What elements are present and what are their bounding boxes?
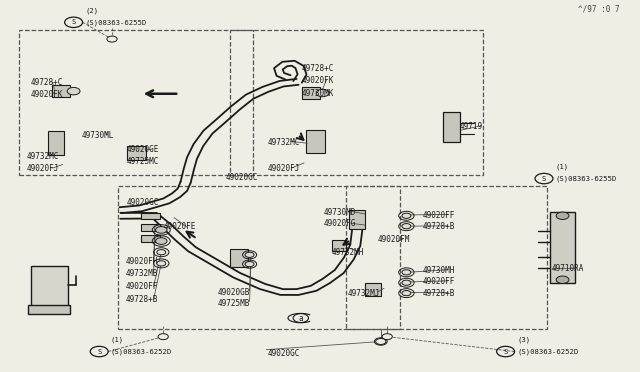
Circle shape [157,261,166,266]
Text: S: S [504,349,508,355]
Text: S: S [72,19,76,25]
Text: 49730ML: 49730ML [82,131,115,140]
Text: 49728+B: 49728+B [126,295,159,304]
Text: 49020FJ: 49020FJ [268,164,300,173]
Text: 49732MB: 49732MB [126,269,159,278]
Bar [550,212,575,283]
Text: 49020FF: 49020FF [126,282,159,291]
Bar [28,305,70,314]
Bar [19,30,253,175]
Text: 49719: 49719 [460,122,483,131]
Text: 49020FK: 49020FK [302,76,335,85]
Bar [52,85,70,97]
Circle shape [402,270,411,275]
Circle shape [402,291,411,296]
Bar [31,266,68,307]
Circle shape [157,250,166,255]
Text: 49730MK: 49730MK [302,89,335,97]
Text: 49725MC: 49725MC [127,157,159,166]
Text: (S)08363-6255D: (S)08363-6255D [556,175,617,182]
Text: S: S [542,176,546,182]
Circle shape [556,212,569,219]
Circle shape [156,238,167,244]
Circle shape [376,339,386,344]
Circle shape [402,213,411,218]
Text: 49725MB: 49725MB [218,299,250,308]
Text: 49732MJ: 49732MJ [348,289,380,298]
Circle shape [293,314,308,323]
Text: 49020FE: 49020FE [163,222,196,231]
Text: 49020FG: 49020FG [323,219,356,228]
Text: S: S [97,349,101,355]
Circle shape [316,89,329,97]
Text: ^/97 :0 7: ^/97 :0 7 [578,4,620,13]
Bar [349,210,365,229]
Bar [332,240,346,251]
Bar [141,224,160,231]
Circle shape [107,36,117,42]
Circle shape [158,334,168,340]
Bar [306,130,325,153]
Bar [230,249,248,267]
Text: (S)08363-6255D: (S)08363-6255D [85,19,147,26]
Circle shape [245,252,254,257]
Text: 49710RA: 49710RA [552,264,584,273]
Bar [230,30,483,175]
Text: 49020GE: 49020GE [127,145,159,154]
Circle shape [245,262,254,267]
Text: 49728+B: 49728+B [422,289,455,298]
Text: 49732MC: 49732MC [268,138,300,147]
Text: 49020GC: 49020GC [226,173,259,182]
Circle shape [382,334,392,340]
Bar [443,112,460,142]
Text: (S)08363-6252D: (S)08363-6252D [111,348,172,355]
Circle shape [402,224,411,229]
Bar [141,235,160,242]
Text: a: a [298,314,303,323]
Text: 49020FF: 49020FF [422,211,455,219]
Text: (3): (3) [517,336,531,343]
Bar [118,186,400,329]
Text: 49020FJ: 49020FJ [27,164,60,173]
Text: 49732MC: 49732MC [27,152,60,161]
Text: 49732MH: 49732MH [332,248,364,257]
Bar [141,213,160,219]
Text: 49020GC: 49020GC [127,198,159,207]
Circle shape [556,276,569,283]
Text: (2): (2) [85,7,99,14]
Bar [302,87,320,99]
Text: 49020GB: 49020GB [218,288,250,296]
Text: 49020FH: 49020FH [126,257,159,266]
Circle shape [67,87,80,95]
Text: 49728+C: 49728+C [31,78,63,87]
Text: (1): (1) [556,163,569,170]
Text: 49730MH: 49730MH [422,266,455,275]
Bar [365,283,381,296]
Bar [48,131,64,155]
Text: 49020FK: 49020FK [31,90,63,99]
Text: 49020GC: 49020GC [268,349,300,358]
Text: 49020FF: 49020FF [422,277,455,286]
Circle shape [402,280,411,285]
Text: 49728+C: 49728+C [302,64,335,73]
Text: 49728+B: 49728+B [422,222,455,231]
Circle shape [156,227,167,233]
Text: (S)08363-6252D: (S)08363-6252D [517,348,579,355]
Text: 49020FM: 49020FM [378,235,410,244]
Circle shape [374,338,387,345]
Text: (1): (1) [111,336,124,343]
Bar [127,146,146,160]
Text: 49730MD: 49730MD [323,208,356,217]
Bar [346,186,547,329]
